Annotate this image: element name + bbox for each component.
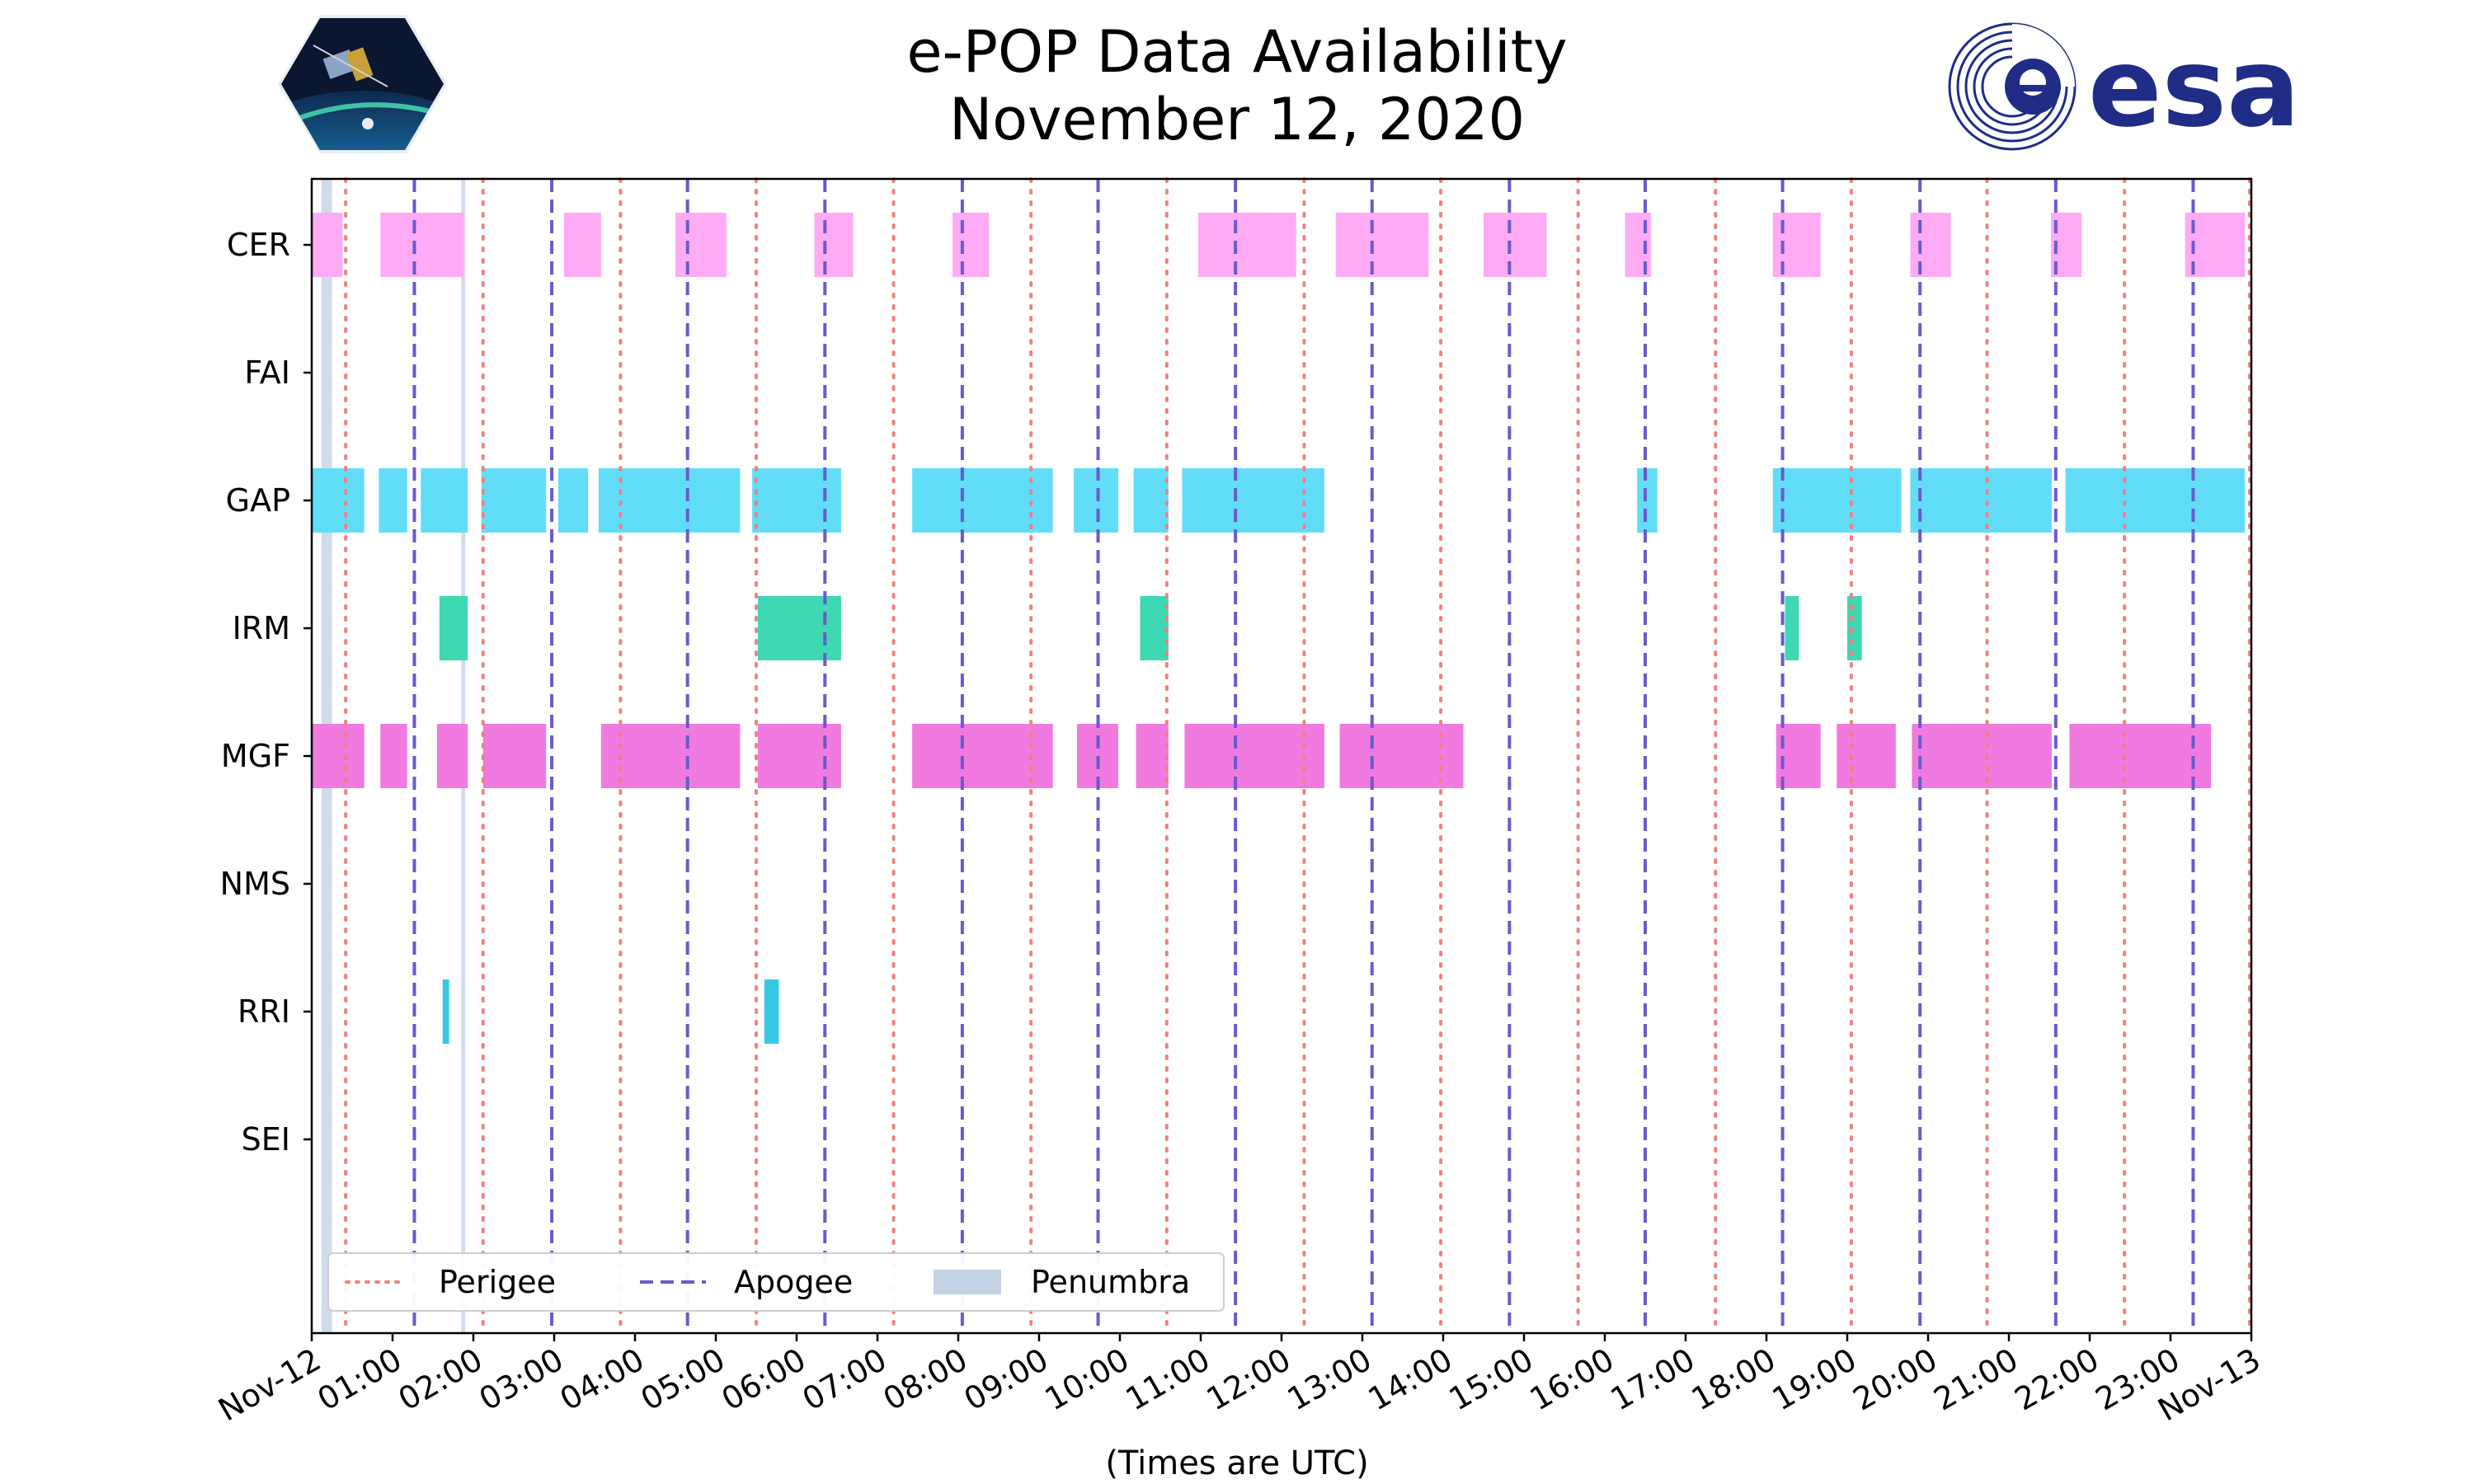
- bar-gap: [557, 468, 589, 533]
- x-tick-label: 07:00: [797, 1341, 893, 1418]
- x-tick-label: 20:00: [1847, 1341, 1944, 1418]
- x-tick-label: 03:00: [473, 1341, 570, 1418]
- bar-cer: [1910, 213, 1951, 277]
- bar-gap: [598, 468, 741, 533]
- bar-gap: [312, 468, 365, 533]
- bar-mgf: [482, 724, 547, 788]
- y-tick-label: SEI: [242, 1121, 290, 1158]
- x-tick-label: 06:00: [716, 1341, 812, 1418]
- x-tick-label: 12:00: [1201, 1341, 1297, 1418]
- bar-gap: [1182, 468, 1324, 533]
- legend-penumbra-label: Penumbra: [1031, 1264, 1190, 1300]
- x-tick-label: 10:00: [1039, 1341, 1136, 1418]
- bar-cer: [1198, 213, 1296, 277]
- legend-box: [327, 1252, 1225, 1312]
- bar-mgf: [1912, 724, 2052, 788]
- event-lines-layer: [344, 177, 2252, 1335]
- x-tick-label: 04:00: [554, 1341, 651, 1418]
- bar-gap: [1637, 468, 1658, 533]
- bar-gap: [481, 468, 547, 533]
- bar-irm: [1785, 596, 1799, 660]
- bar-mgf: [757, 724, 841, 788]
- y-tick-label: FAI: [244, 355, 290, 391]
- bar-mgf: [1339, 724, 1464, 788]
- x-tick-label: 02:00: [393, 1341, 489, 1418]
- bar-gap: [1772, 468, 1902, 533]
- bar-cer: [1772, 213, 1821, 277]
- bar-mgf: [2069, 724, 2211, 788]
- esa-logo: esa: [1948, 22, 2300, 152]
- bar-mgf: [312, 724, 365, 788]
- bar-cer: [1625, 213, 1651, 277]
- x-tick-label: 15:00: [1443, 1341, 1540, 1418]
- x-tick-label: 08:00: [877, 1341, 974, 1418]
- bar-irm: [1847, 596, 1862, 660]
- bar-cer: [380, 213, 464, 277]
- bar-cer: [1484, 213, 1547, 277]
- bar-rri: [764, 979, 779, 1044]
- x-tick-label: 11:00: [1120, 1341, 1216, 1418]
- bars-layer: [312, 213, 2246, 1044]
- x-tick-label: 22:00: [2009, 1341, 2105, 1418]
- legend: Perigee Apogee Penumbra: [327, 1252, 1225, 1312]
- bar-cer: [1335, 213, 1429, 277]
- chart-title-line1: e-POP Data Availability: [906, 18, 1568, 86]
- bar-cer: [563, 213, 601, 277]
- bar-cer: [312, 213, 343, 277]
- y-tick-label: NMS: [220, 866, 290, 902]
- x-tick-label: 18:00: [1686, 1341, 1782, 1418]
- x-axis-label: (Times are UTC): [1105, 1444, 1369, 1482]
- legend-apogee-label: Apogee: [734, 1264, 853, 1300]
- bar-gap: [1910, 468, 2052, 533]
- esa-logo-text: esa: [2088, 25, 2300, 152]
- x-tick-label: 13:00: [1282, 1341, 1378, 1418]
- chart-title-line2: November 12, 2020: [948, 86, 1526, 153]
- y-tick-label: IRM: [233, 610, 290, 646]
- x-tick-label: Nov-12: [212, 1341, 327, 1429]
- bar-gap: [752, 468, 841, 533]
- y-tick-label: CER: [227, 227, 290, 263]
- y-tick-label: MGF: [221, 738, 290, 774]
- bar-mgf: [380, 724, 407, 788]
- bar-rri: [442, 979, 449, 1044]
- bar-gap: [1074, 468, 1119, 533]
- x-tick-label: 09:00: [958, 1341, 1055, 1418]
- bar-gap: [1133, 468, 1169, 533]
- bar-cer: [814, 213, 854, 277]
- x-tick-label: 01:00: [312, 1341, 408, 1418]
- bar-cer: [952, 213, 990, 277]
- legend-perigee-label: Perigee: [439, 1264, 556, 1300]
- x-tick-label: 14:00: [1362, 1341, 1459, 1418]
- x-tick-label: 05:00: [635, 1341, 731, 1418]
- bar-irm: [1140, 596, 1169, 660]
- bar-irm: [439, 596, 468, 660]
- x-tick-label: 17:00: [1605, 1341, 1701, 1418]
- bar-mgf: [1184, 724, 1324, 788]
- cassiope-logo-text: CASSIOPE: [338, 139, 388, 149]
- bar-mgf: [600, 724, 741, 788]
- y-tick-label: RRI: [238, 993, 290, 1030]
- bar-gap: [379, 468, 407, 533]
- bar-mgf: [436, 724, 468, 788]
- bar-mgf: [1136, 724, 1169, 788]
- legend-penumbra-swatch: [934, 1270, 1001, 1294]
- x-tick-label: 19:00: [1766, 1341, 1863, 1418]
- bar-gap: [421, 468, 468, 533]
- bar-cer: [675, 213, 727, 277]
- x-tick-label: 21:00: [1928, 1341, 2025, 1418]
- x-tick-label: 16:00: [1524, 1341, 1620, 1418]
- bar-mgf: [1837, 724, 1896, 788]
- bar-irm: [757, 596, 841, 660]
- bar-gap: [2065, 468, 2246, 533]
- bar-cer: [2185, 213, 2246, 277]
- y-tick-label: GAP: [226, 482, 290, 519]
